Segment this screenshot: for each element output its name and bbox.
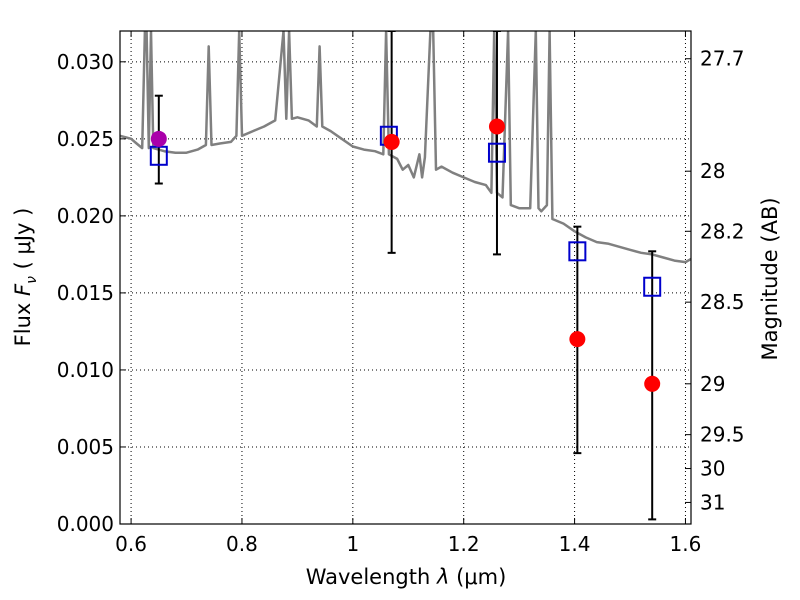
observed-circle-marker — [383, 133, 400, 150]
x-axis-title-suffix: (μm) — [449, 565, 506, 589]
y2-axis-title: Magnitude (AB) — [758, 197, 782, 360]
model-square-marker — [568, 241, 587, 262]
y-axis-title-subscript: ν — [24, 276, 40, 284]
x-tick-label: 1.6 — [670, 532, 702, 556]
y-axis-title-prefix: Flux — [11, 296, 35, 346]
x-axis-title-prefix: Wavelength — [306, 565, 437, 589]
spectrum-series — [120, 31, 691, 264]
y-tick-label: 0.015 — [57, 281, 114, 305]
x-tick-label: 0.8 — [226, 532, 258, 556]
y2-tick-label: 28.5 — [700, 290, 745, 314]
observed-circle-marker — [150, 130, 167, 147]
y2-tick-label: 27.7 — [700, 47, 745, 71]
y-tick-label: 0.025 — [57, 127, 114, 151]
observed-photometry-series — [150, 118, 661, 392]
x-tick-label: 1.4 — [559, 532, 591, 556]
x-tick-label: 1.2 — [448, 532, 480, 556]
x-axis-title: Wavelength λ (μm) — [306, 565, 507, 589]
model-square-marker — [487, 142, 506, 163]
model-square-marker — [643, 276, 662, 297]
y2-tick-label: 28.2 — [700, 219, 745, 243]
x-tick-label: 0.6 — [115, 532, 147, 556]
y-tick-label: 0.005 — [57, 435, 114, 459]
y2-axis: 27.7 28 28.2 28.5 29 29.5 30 31 — [685, 47, 745, 514]
plot-background — [120, 31, 691, 524]
y2-tick-label: 30 — [700, 457, 725, 481]
spectrum-line — [120, 31, 691, 264]
y-axis-title-symbol: F — [11, 283, 35, 296]
y2-tick-label: 31 — [700, 490, 725, 514]
y2-tick-label: 29.5 — [700, 423, 745, 447]
y-tick-label: 0.010 — [57, 358, 114, 382]
y-axis-title-suffix: ( μJy ) — [11, 208, 35, 276]
y2-tick-label: 28 — [700, 159, 725, 183]
y-axis-title: Flux Fν ( μJy ) — [11, 208, 40, 347]
observed-circle-marker — [488, 118, 505, 135]
x-axis: 0.6 0.8 1 1.2 1.4 1.6 — [115, 31, 701, 556]
observed-circle-marker — [644, 375, 661, 392]
y-tick-label: 0.030 — [57, 50, 114, 74]
plot-frame — [119, 30, 692, 525]
y-tick-label: 0.000 — [57, 512, 114, 536]
observed-circle-marker — [569, 331, 586, 348]
y-tick-label: 0.020 — [57, 204, 114, 228]
y-axis: 0.000 0.005 0.010 0.015 0.020 0.025 0.030 — [57, 50, 126, 536]
y2-tick-label: 29 — [700, 372, 725, 396]
x-tick-label: 1 — [346, 532, 359, 556]
x-axis-title-symbol: λ — [436, 565, 449, 589]
